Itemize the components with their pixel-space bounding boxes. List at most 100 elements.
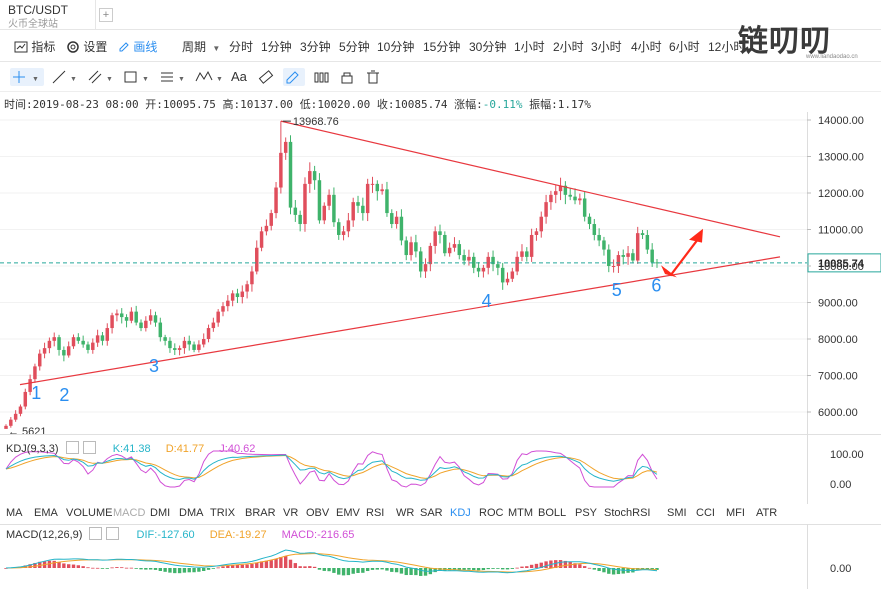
indicator-tab-vr[interactable]: VR	[283, 507, 299, 519]
fibonacci-tool[interactable]: ▼	[158, 68, 188, 86]
macd-hist-bar	[206, 568, 211, 570]
macd-hist-bar	[525, 566, 529, 568]
period-item[interactable]: 5分钟	[339, 40, 370, 54]
candle-body	[616, 255, 621, 266]
candle-body	[597, 234, 601, 241]
candle-body	[269, 213, 273, 226]
candle-body	[283, 141, 288, 153]
period-item[interactable]: 30分钟	[469, 40, 507, 54]
period-item[interactable]: 4小时	[631, 40, 662, 54]
indicator-tab-emv[interactable]: EMV	[336, 507, 360, 519]
indicator-tab-sar[interactable]: SAR	[420, 507, 443, 519]
indicator-tab-cci[interactable]: CCI	[696, 507, 715, 519]
candle-body	[491, 256, 495, 265]
indicator-tab-trix[interactable]: TRIX	[210, 507, 236, 519]
period-item[interactable]: 12小时	[708, 40, 746, 54]
indicator-tab-dma[interactable]: DMA	[179, 507, 204, 519]
period-dropdown[interactable]: 周期 ▼	[182, 38, 220, 55]
macd-hist-bar	[341, 568, 346, 576]
macd-panel[interactable]: 0.00	[0, 524, 881, 589]
indicator-tab-rsi[interactable]: RSI	[366, 507, 385, 519]
indicator-tab-ema[interactable]: EMA	[34, 507, 58, 519]
candle-body	[211, 322, 216, 329]
candle-body	[216, 311, 220, 323]
lock-tool[interactable]	[313, 68, 331, 86]
period-item[interactable]: 2小时	[553, 40, 584, 54]
candle-body	[582, 198, 587, 217]
wave-label: 2	[59, 385, 69, 405]
magnet-tool[interactable]	[283, 68, 305, 86]
indicator-tab-brar[interactable]: BRAR	[245, 507, 276, 519]
indicator-tab-volume[interactable]: VOLUME	[66, 507, 113, 519]
kdj-d-value: D:41.77	[165, 443, 205, 455]
kdj-settings-icon[interactable]	[65, 441, 79, 454]
candle-body	[361, 205, 365, 214]
period-item[interactable]: 分时	[229, 40, 254, 54]
indicator-tab-mfi[interactable]: MFI	[726, 507, 745, 519]
indicators-button[interactable]: 指标	[14, 38, 55, 55]
wave-tool[interactable]: ▼	[194, 68, 226, 86]
indicator-tab-wr[interactable]: WR	[396, 507, 415, 519]
trendline-icon: ▼	[52, 70, 77, 84]
indicator-tab-atr[interactable]: ATR	[756, 507, 778, 519]
period-item[interactable]: 10分钟	[377, 40, 415, 54]
candle-body	[481, 267, 486, 272]
kdj-panel[interactable]: 100.00 0.00	[0, 434, 881, 504]
candle-body	[534, 231, 539, 235]
crosshair-tool[interactable]: ▼	[10, 68, 44, 86]
candle-body	[293, 207, 298, 215]
period-item[interactable]: 6小时	[669, 40, 700, 54]
kdj-close-icon[interactable]	[82, 441, 96, 454]
kdj-j-value: J:40.62	[219, 443, 256, 455]
macd-hist-bar	[240, 564, 244, 568]
settings-button[interactable]: 设置	[66, 38, 107, 55]
period-item[interactable]: 1分钟	[261, 40, 292, 54]
period-item[interactable]: 3小时	[591, 40, 622, 54]
main-toolbar: 指标 设置 画线 周期 ▼ 分时 1分钟 3分钟 5分钟 10分钟 15分钟 3…	[0, 30, 881, 62]
macd-hist-bar	[332, 568, 336, 573]
candle-body	[66, 346, 71, 356]
macd-settings-icon[interactable]	[89, 527, 103, 540]
candle-body	[544, 202, 548, 217]
indicator-tab-ma[interactable]: MA	[6, 507, 23, 519]
indicator-tab-mtm[interactable]: MTM	[508, 507, 534, 519]
draw-button[interactable]: 画线	[118, 38, 157, 55]
macd-hist-bar	[370, 568, 375, 570]
svg-text:▼: ▼	[142, 76, 149, 83]
indicator-tab-dmi[interactable]: DMI	[150, 507, 171, 519]
candle-body	[4, 425, 8, 429]
text-tool[interactable]: Aa	[231, 69, 247, 84]
candle-body	[443, 234, 447, 254]
macd-hist-bar	[293, 563, 298, 568]
macd-hist-bar	[467, 568, 471, 570]
delete-tool[interactable]	[365, 68, 381, 86]
indicator-tab-macd[interactable]: MACD	[113, 507, 146, 519]
period-item[interactable]: 1小时	[514, 40, 545, 54]
macd-hist-bar	[563, 560, 568, 568]
measure-tool[interactable]	[258, 68, 274, 86]
candle-body	[187, 340, 191, 345]
indicator-tab-roc[interactable]: ROC	[479, 507, 504, 519]
visibility-tool[interactable]	[339, 68, 355, 86]
rectangle-tool[interactable]: ▼	[122, 68, 152, 86]
change-label: 涨幅:	[454, 98, 483, 111]
indicator-tab-kdj[interactable]: KDJ	[450, 507, 471, 519]
indicator-tab-boll[interactable]: BOLL	[538, 507, 567, 519]
candle-body	[317, 180, 322, 221]
macd-hist-bar	[631, 568, 635, 573]
tab-btc-usdt[interactable]: BTC/USDT 火币全球站	[0, 0, 96, 30]
pencil-icon	[119, 42, 129, 52]
indicator-tab-obv[interactable]: OBV	[306, 507, 330, 519]
period-item[interactable]: 15分钟	[423, 40, 461, 54]
indicator-tab-psy[interactable]: PSY	[575, 507, 598, 519]
candle-body	[529, 234, 534, 257]
candlestick-chart[interactable]: 10085.74 13968.76 ← 5621 1 2 3 4 5 6 14000.00 130…	[0, 112, 881, 434]
channel-tool[interactable]: ▼	[86, 68, 116, 86]
indicator-tab-stochrsi[interactable]: StochRSI	[604, 507, 651, 519]
period-label: 周期	[182, 40, 207, 54]
macd-close-icon[interactable]	[106, 527, 120, 540]
period-item[interactable]: 3分钟	[300, 40, 331, 54]
trendline-tool[interactable]: ▼	[50, 68, 80, 86]
add-tab-button[interactable]: +	[99, 8, 113, 22]
indicator-tab-smi[interactable]: SMI	[667, 507, 687, 519]
